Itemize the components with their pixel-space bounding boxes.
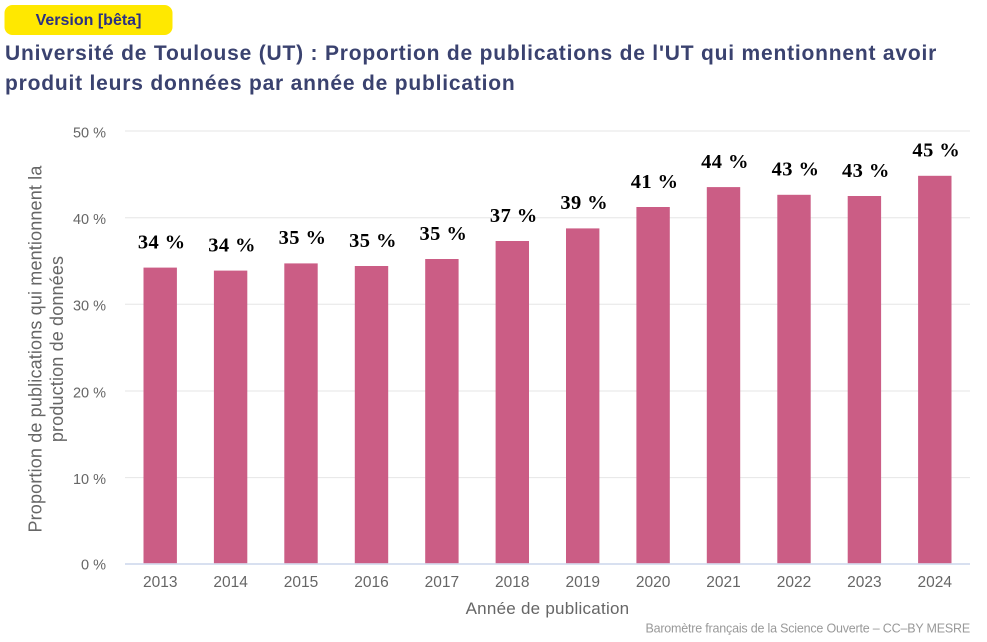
svg-text:35 %: 35 %	[420, 223, 468, 245]
svg-text:43 %: 43 %	[772, 159, 820, 181]
svg-text:2016: 2016	[354, 574, 388, 591]
svg-text:2019: 2019	[565, 574, 599, 591]
svg-text:20 %: 20 %	[73, 385, 106, 401]
svg-text:Université de Toulouse (UT) :: Université de Toulouse (UT) : Proportion…	[5, 42, 937, 65]
svg-text:45 %: 45 %	[912, 140, 960, 162]
svg-text:44 %: 44 %	[701, 151, 749, 173]
svg-text:43 %: 43 %	[842, 160, 890, 182]
svg-text:Année de publication: Année de publication	[466, 599, 630, 618]
svg-text:2015: 2015	[284, 574, 318, 591]
svg-text:2017: 2017	[425, 574, 459, 591]
svg-text:34 %: 34 %	[208, 234, 256, 256]
svg-text:2014: 2014	[213, 574, 248, 591]
svg-text:30 %: 30 %	[73, 299, 106, 315]
svg-text:10 %: 10 %	[73, 472, 106, 488]
svg-text:0 %: 0 %	[81, 558, 106, 574]
svg-text:2022: 2022	[777, 574, 811, 591]
svg-text:50 %: 50 %	[73, 125, 106, 141]
svg-text:37 %: 37 %	[490, 205, 538, 227]
svg-text:35 %: 35 %	[279, 227, 327, 249]
svg-text:2024: 2024	[918, 574, 953, 591]
svg-text:2023: 2023	[847, 574, 881, 591]
svg-text:2021: 2021	[706, 574, 740, 591]
svg-text:Baromètre français de la Scien: Baromètre français de la Science Ouverte…	[645, 622, 970, 636]
svg-text:40 %: 40 %	[73, 212, 106, 228]
svg-text:35 %: 35 %	[349, 230, 397, 252]
svg-text:39 %: 39 %	[560, 192, 608, 214]
svg-text:2013: 2013	[143, 574, 177, 591]
svg-text:41 %: 41 %	[631, 171, 679, 193]
svg-text:produit leurs données par anné: produit leurs données par année de publi…	[5, 72, 516, 95]
svg-text:2020: 2020	[636, 574, 671, 591]
svg-text:34 %: 34 %	[138, 231, 186, 253]
svg-text:Version [bêta]: Version [bêta]	[36, 12, 142, 29]
svg-text:2018: 2018	[495, 574, 529, 591]
